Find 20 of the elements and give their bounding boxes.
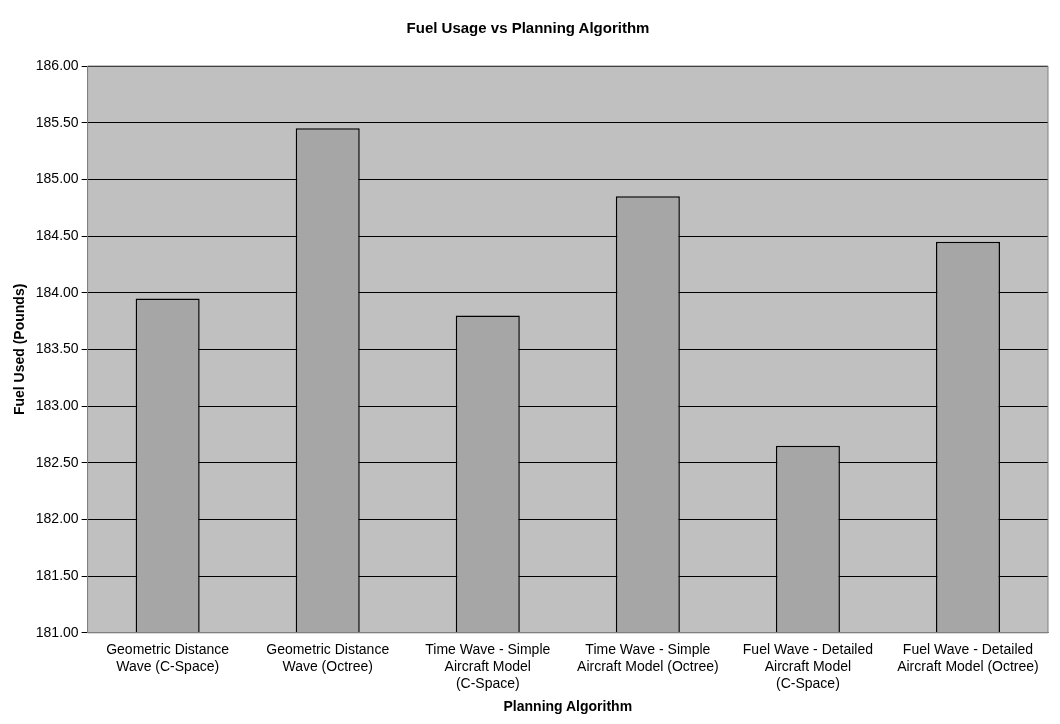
x-tick-label: Time Wave - Simple Aircraft Model (C-Space) bbox=[425, 641, 551, 691]
y-axis-title: Fuel Used (Pounds) bbox=[11, 283, 28, 416]
x-tick-label: Fuel Wave - Detailed Aircraft Model (C-Space) bbox=[742, 641, 874, 691]
y-tick-label: 186.00 bbox=[35, 56, 79, 73]
y-tick-label: 181.50 bbox=[35, 566, 79, 583]
x-tick-label: Geometric Distance Wave (C-Space) bbox=[106, 641, 230, 674]
y-tick-label: 182.50 bbox=[35, 453, 79, 470]
y-tick-label: 184.50 bbox=[35, 226, 79, 243]
chart-title: Fuel Usage vs Planning Algorithm bbox=[406, 19, 650, 37]
y-tick-label: 185.00 bbox=[35, 170, 79, 187]
y-tick-label: 183.00 bbox=[35, 396, 79, 413]
x-tick-label: Fuel Wave - Detailed Aircraft Model (Octree) bbox=[897, 641, 1039, 674]
y-tick-label: 184.00 bbox=[35, 283, 79, 300]
x-axis-title: Planning Algorithm bbox=[503, 698, 633, 715]
y-tick-label: 182.00 bbox=[35, 510, 79, 527]
x-tick-label: Geometric Distance Wave (Octree) bbox=[266, 641, 390, 674]
y-tick-label: 185.50 bbox=[35, 113, 79, 130]
x-tick-label: Time Wave - Simple Aircraft Model (Octree) bbox=[577, 641, 719, 674]
y-tick-label: 183.50 bbox=[35, 340, 79, 357]
y-tick-label: 181.00 bbox=[35, 623, 79, 640]
